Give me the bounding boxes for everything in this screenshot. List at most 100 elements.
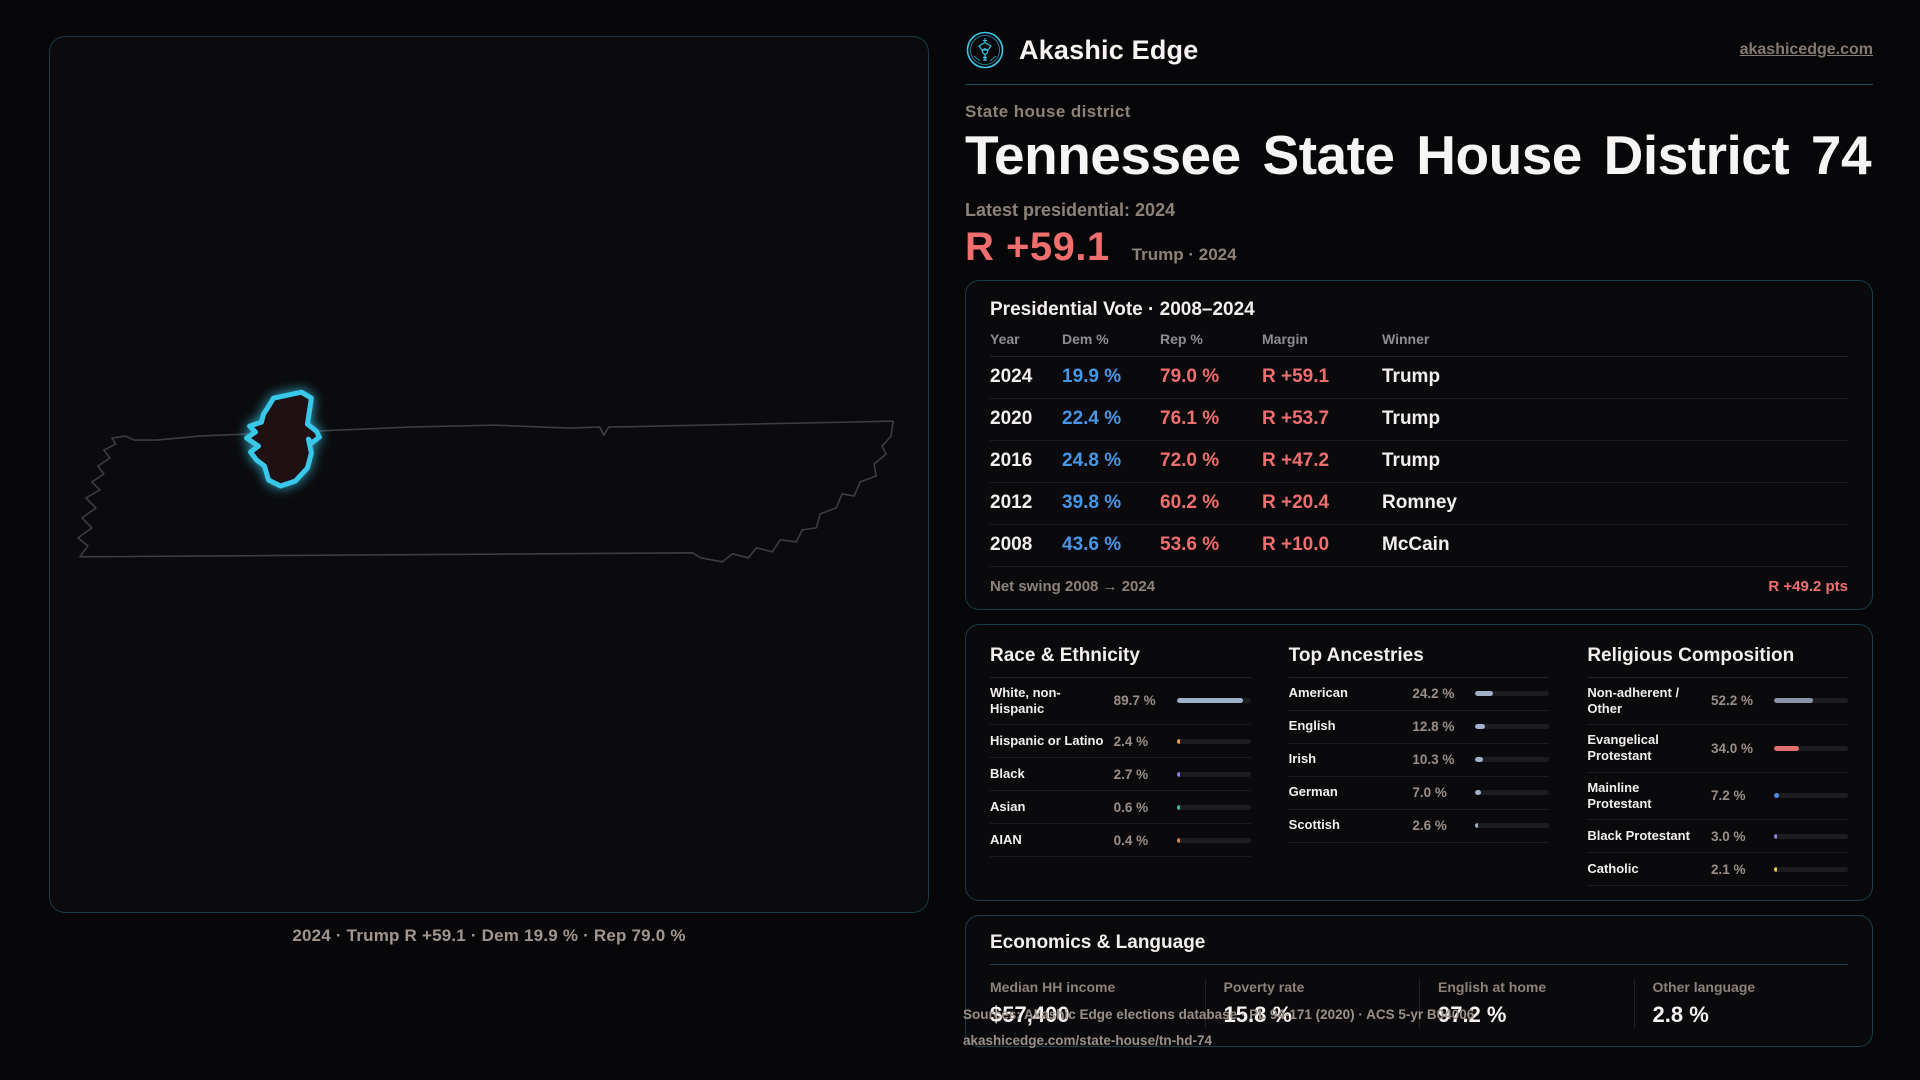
stat-value: 52.2 %	[1710, 693, 1754, 709]
stat-label: Other language	[1652, 979, 1756, 995]
winner-cell: Trump	[1382, 450, 1441, 471]
race-ethnicity-panel: Race & Ethnicity White, non-Hispanic 89.…	[990, 645, 1251, 857]
list-item: Hispanic or Latino 2.4 %	[990, 725, 1251, 758]
stat-bar-fill	[1176, 804, 1180, 810]
economics-divider	[990, 964, 1848, 965]
english-at-home-stat: English at home 97.2 %	[1419, 979, 1634, 1028]
dem-cell: 19.9 %	[1062, 366, 1122, 387]
site-header: Akashic Edge akashicedge.com	[965, 30, 1873, 70]
stat-value: 7.0 %	[1412, 785, 1447, 800]
map-caption: 2024 · Trump R +59.1 · Dem 19.9 % · Rep …	[292, 926, 686, 945]
stat-label: American	[1288, 685, 1348, 701]
net-swing-value: R +49.2 pts	[1768, 577, 1848, 595]
dem-cell: 24.8 %	[1062, 450, 1122, 471]
stat-bar-fill	[1176, 837, 1180, 843]
stat-bar	[1773, 793, 1848, 799]
economics-stats-row: Median HH income $57,400 Poverty rate 15…	[990, 979, 1848, 1028]
tennessee-map	[77, 389, 894, 563]
list-item: Evangelical Protestant 34.0 %	[1587, 725, 1848, 773]
site-domain-link[interactable]: akashicedge.com	[1739, 41, 1873, 58]
rep-cell: 79.0 %	[1160, 366, 1220, 387]
district-74-region[interactable]	[244, 389, 322, 489]
presidential-vote-card: Presidential Vote · 2008–2024 Year Dem %…	[965, 279, 1873, 610]
dem-cell: 39.8 %	[1062, 492, 1122, 513]
col-header-margin: Margin	[1262, 330, 1308, 347]
other-language-stat: Other language 2.8 %	[1633, 979, 1849, 1028]
stat-bar	[1176, 837, 1251, 843]
dem-cell: 43.6 %	[1062, 534, 1122, 555]
table-row: 2024 19.9 % 79.0 % R +59.1 Trump	[990, 357, 1848, 399]
list-item: German 7.0 %	[1288, 777, 1550, 810]
list-item: White, non-Hispanic 89.7 %	[990, 678, 1251, 725]
list-item: AIAN 0.4 %	[990, 824, 1251, 857]
year-cell: 2016	[990, 450, 1033, 471]
stat-value: 2.8 %	[1652, 1002, 1709, 1027]
year-cell: 2012	[990, 492, 1033, 513]
stat-value: 2.1 %	[1710, 861, 1746, 877]
stat-bar-fill	[1475, 790, 1481, 795]
winner-cell: Romney	[1382, 492, 1457, 513]
stat-bar	[1176, 738, 1251, 744]
akashic-emblem-icon	[966, 31, 1004, 69]
list-item: American 24.2 %	[1288, 678, 1550, 711]
stat-bar	[1773, 866, 1848, 872]
list-item: English 12.8 %	[1288, 711, 1550, 744]
panel-title: Race & Ethnicity	[990, 645, 1251, 678]
stat-label: Asian	[990, 798, 1026, 814]
stat-label: Black	[990, 765, 1025, 781]
stat-bar-fill	[1475, 757, 1483, 762]
stat-value: 7.2 %	[1710, 788, 1746, 804]
demographics-card: Race & Ethnicity White, non-Hispanic 89.…	[965, 623, 1873, 901]
stat-label: German	[1288, 784, 1338, 800]
stat-bar-fill	[1773, 745, 1800, 751]
stat-label: Mainline Protestant	[1587, 779, 1652, 811]
list-item: Catholic 2.1 %	[1587, 853, 1848, 886]
net-swing-row: Net swing 2008 → 2024 R +49.2 pts	[990, 578, 1848, 595]
stat-label: Black Protestant	[1587, 827, 1690, 843]
stat-bar-fill	[1475, 823, 1479, 828]
stat-bar-fill	[1773, 793, 1780, 799]
stat-bar	[1475, 724, 1550, 729]
list-item: Non-adherent / Other 52.2 %	[1587, 678, 1848, 725]
margin-cell: R +47.2	[1262, 450, 1330, 471]
stat-label: White, non-Hispanic	[990, 684, 1061, 716]
economics-language-card: Economics & Language Median HH income $5…	[965, 915, 1873, 1047]
stat-value: 2.6 %	[1412, 818, 1447, 833]
religious-composition-panel: Religious Composition Non-adherent / Oth…	[1587, 645, 1848, 886]
stat-value: 24.2 %	[1412, 686, 1455, 701]
table-row: 2016 24.8 % 72.0 % R +47.2 Trump	[990, 441, 1848, 483]
page-title: Tennessee State House District 74	[965, 124, 1872, 186]
stat-label: Catholic	[1587, 860, 1639, 876]
page-eyebrow: State house district	[965, 102, 1131, 121]
stat-value: 0.6 %	[1113, 799, 1149, 815]
panel-title: Top Ancestries	[1288, 645, 1550, 678]
stat-bar	[1176, 804, 1251, 810]
tennessee-state-outline	[77, 420, 894, 563]
winner-cell: McCain	[1382, 534, 1450, 555]
stat-value: 2.7 %	[1113, 766, 1149, 782]
headline-margin-context: Trump · 2024	[1131, 244, 1237, 264]
stat-bar	[1475, 790, 1550, 795]
latest-presidential-label: Latest presidential: 2024	[965, 199, 1176, 220]
vote-table-header: Year Dem % Rep % Margin Winner	[990, 331, 1848, 357]
stat-label: Median HH income	[990, 979, 1116, 995]
col-header-dem: Dem %	[1062, 330, 1109, 347]
dem-cell: 22.4 %	[1062, 408, 1122, 429]
rep-cell: 60.2 %	[1160, 492, 1220, 513]
year-cell: 2008	[990, 534, 1033, 555]
col-header-year: Year	[990, 330, 1020, 347]
table-row: 2008 43.6 % 53.6 % R +10.0 McCain	[990, 525, 1848, 567]
table-row: 2020 22.4 % 76.1 % R +53.7 Trump	[990, 399, 1848, 441]
stat-bar-fill	[1176, 698, 1244, 704]
stat-bar-fill	[1176, 738, 1180, 744]
list-item: Mainline Protestant 7.2 %	[1587, 773, 1848, 820]
rep-cell: 72.0 %	[1160, 450, 1220, 471]
median-income-stat: Median HH income $57,400	[990, 979, 1205, 1028]
permalink[interactable]: akashicedge.com/state-house/tn-hd-74	[963, 1033, 1213, 1048]
stat-value: 15.8 %	[1223, 1002, 1293, 1027]
list-item: Irish 10.3 %	[1288, 744, 1550, 777]
stat-bar-fill	[1773, 698, 1813, 704]
stat-value: 34.0 %	[1710, 740, 1754, 756]
stat-value: 3.0 %	[1710, 828, 1746, 844]
stat-label: English	[1288, 718, 1336, 734]
